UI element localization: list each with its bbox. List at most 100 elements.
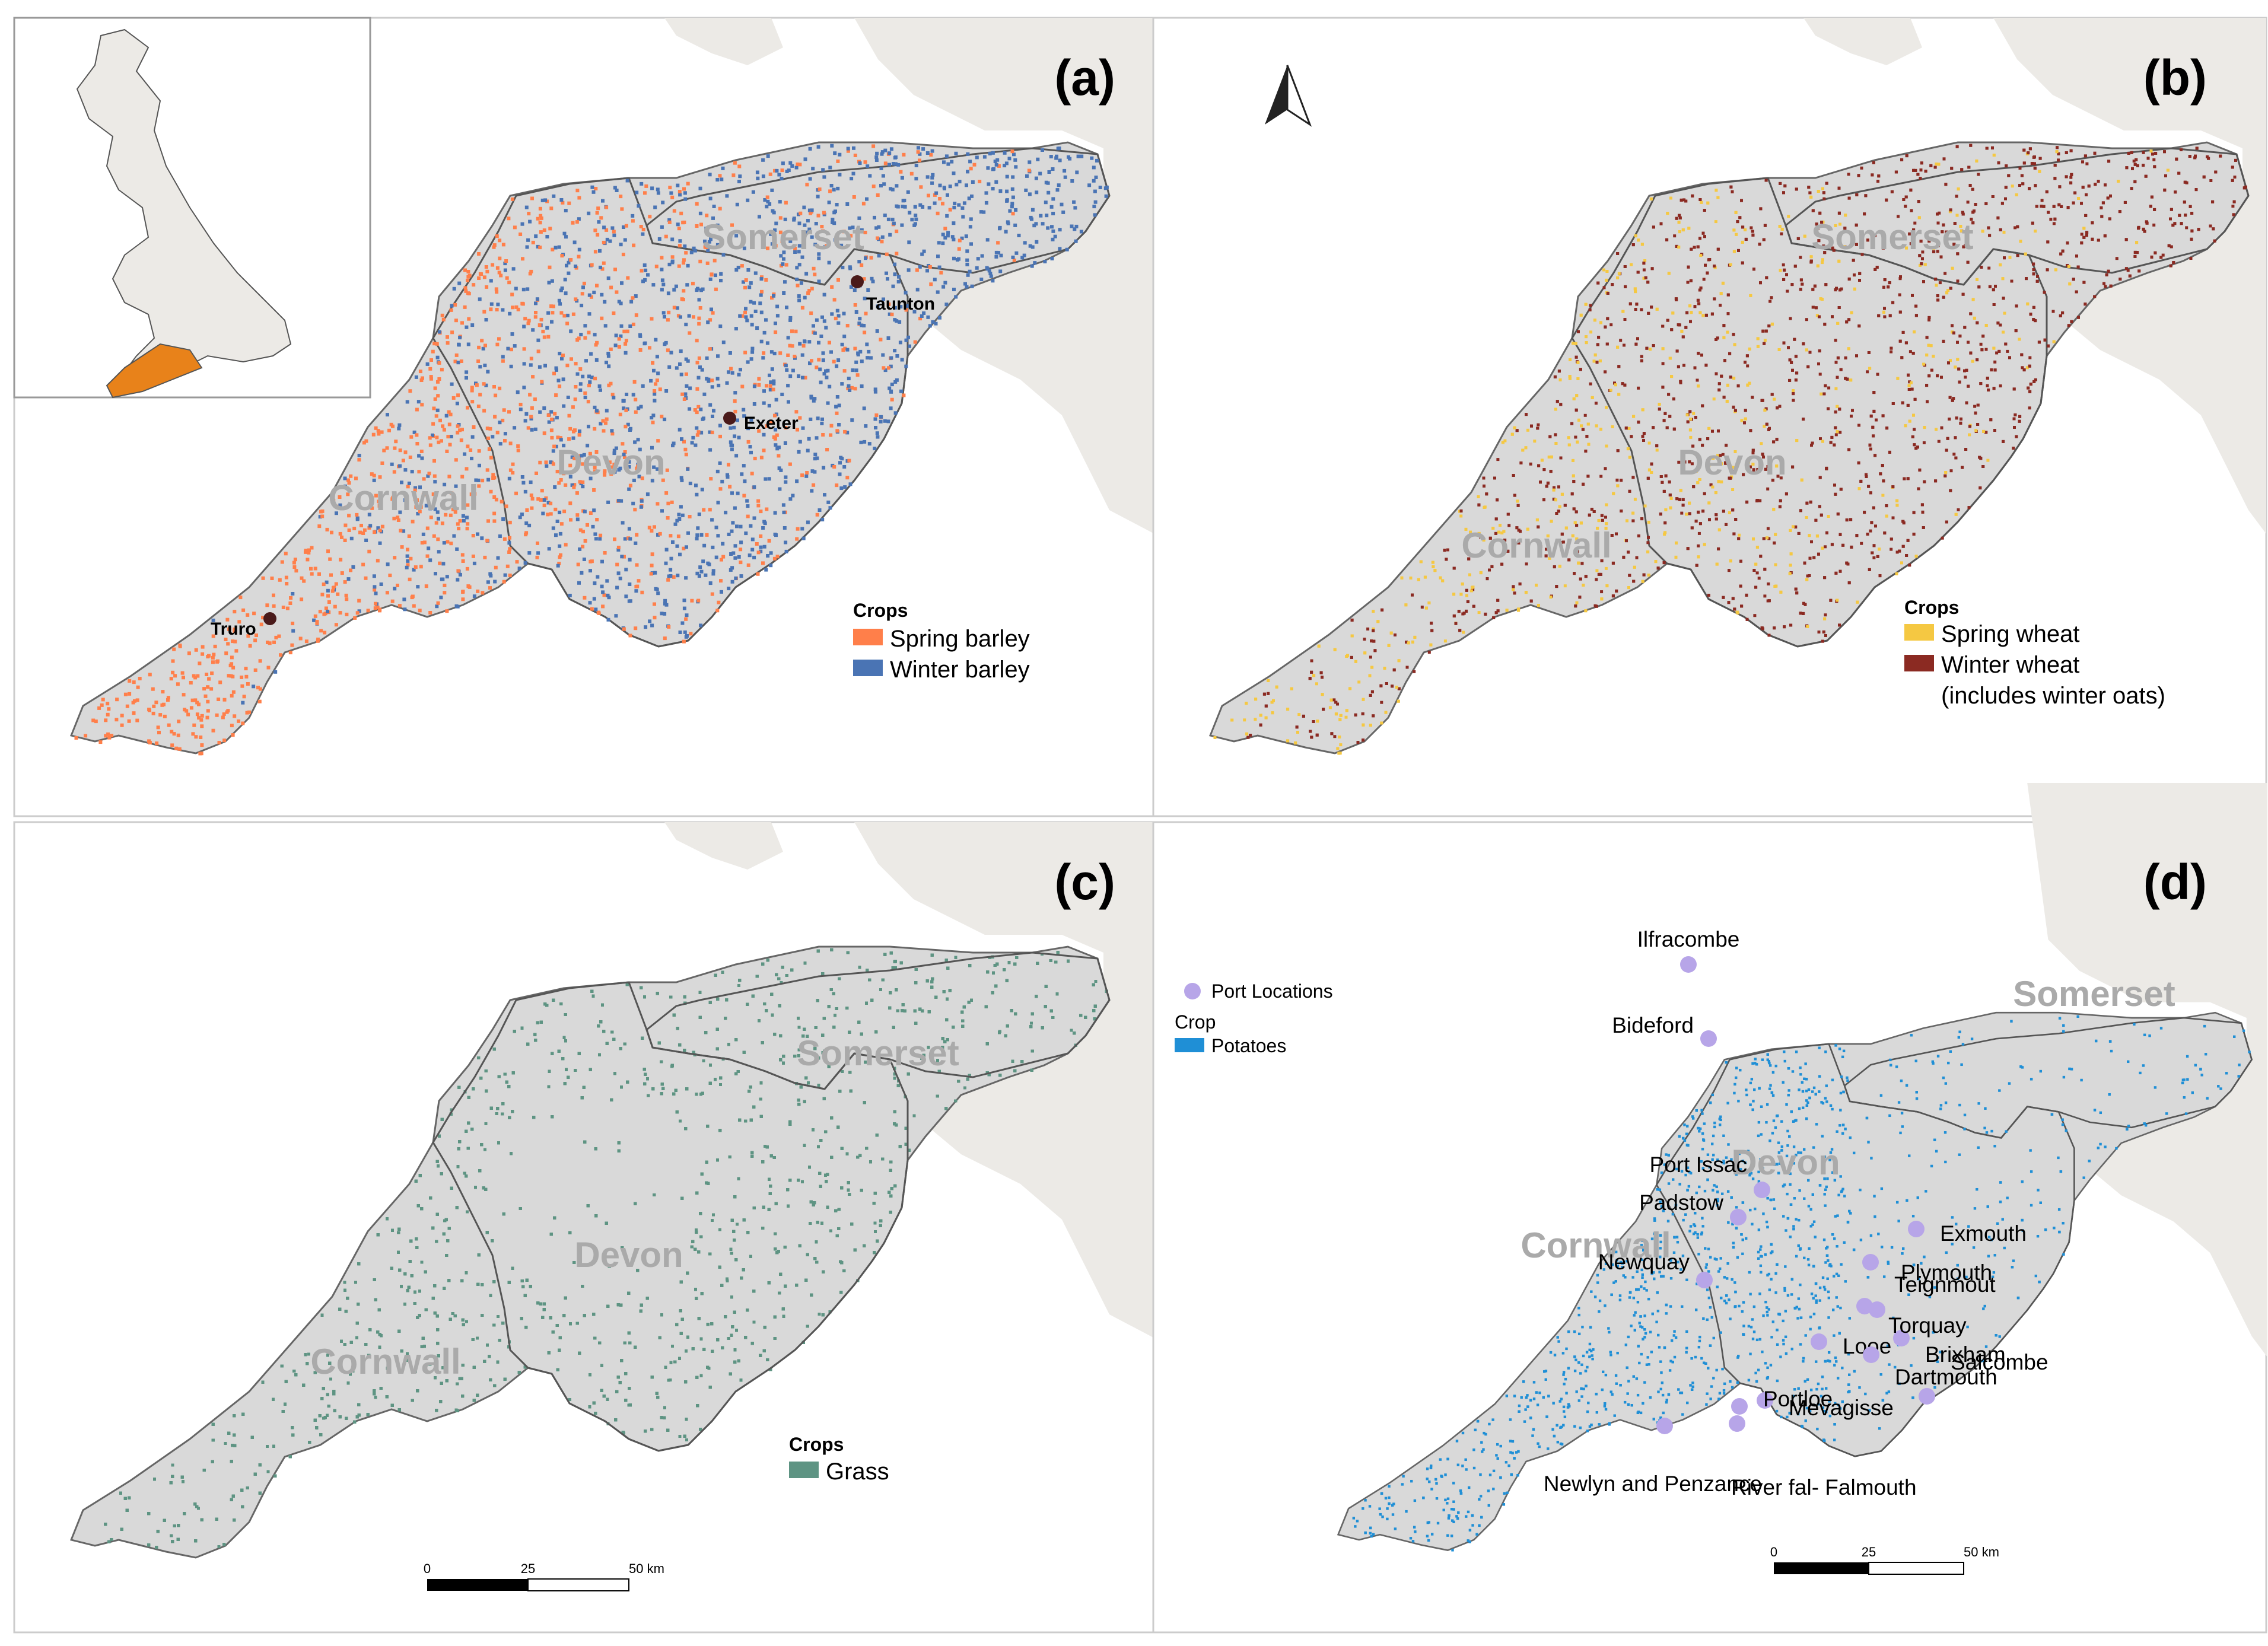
crop-parcel (679, 211, 683, 215)
crop-parcel (1733, 450, 1737, 453)
crop-parcel (653, 525, 656, 529)
crop-parcel (812, 324, 815, 328)
crop-parcel (502, 537, 507, 541)
crop-parcel (405, 565, 409, 569)
crop-parcel (788, 343, 792, 348)
crop-parcel (374, 426, 378, 430)
crop-parcel (1951, 330, 1954, 334)
crop-parcel (680, 513, 685, 517)
crop-parcel (871, 144, 876, 148)
crop-parcel (441, 424, 445, 428)
crop-parcel (883, 161, 888, 165)
crop-parcel (793, 355, 797, 358)
crop-parcel (886, 419, 890, 424)
crop-parcel (349, 474, 353, 478)
crop-parcel (578, 528, 583, 532)
crop-parcel (628, 599, 632, 603)
crop-parcel (628, 483, 632, 488)
crop-parcel (731, 521, 735, 525)
crop-parcel (572, 240, 577, 244)
crop-parcel (2043, 291, 2046, 294)
crop-parcel (246, 634, 250, 638)
crop-parcel (527, 319, 531, 323)
crop-parcel (743, 310, 747, 314)
crop-parcel (852, 195, 856, 199)
crop-parcel (885, 252, 889, 256)
crop-parcel (1819, 297, 1822, 301)
crop-parcel (519, 407, 523, 412)
crop-parcel (390, 599, 395, 603)
crop-parcel (958, 238, 962, 243)
crop-parcel (1943, 272, 1947, 275)
crop-parcel (526, 287, 530, 291)
crop-parcel (1823, 323, 1827, 326)
crop-parcel (1873, 454, 1877, 457)
crop-parcel (830, 312, 834, 316)
crop-parcel (810, 469, 815, 473)
crop-parcel (347, 528, 351, 532)
crop-parcel (433, 507, 437, 511)
crop-parcel (879, 338, 883, 342)
crop-parcel (440, 577, 444, 581)
crop-parcel (1631, 519, 1635, 523)
crop-parcel (617, 345, 621, 349)
crop-parcel (467, 317, 471, 321)
crop-parcel (893, 349, 897, 353)
crop-parcel (853, 346, 857, 351)
crop-parcel (438, 330, 441, 334)
crop-parcel (817, 279, 821, 284)
crop-parcel (166, 698, 170, 702)
crop-parcel (227, 627, 231, 631)
crop-parcel (618, 577, 622, 581)
crop-parcel (755, 326, 759, 330)
crop-parcel (797, 263, 801, 267)
crop-parcel (801, 426, 805, 430)
crop-parcel (695, 426, 699, 430)
crop-parcel (726, 475, 730, 479)
crop-parcel (343, 539, 347, 542)
crop-parcel (478, 365, 482, 369)
crop-parcel (357, 498, 361, 502)
crop-parcel (710, 378, 714, 383)
crop-parcel (1677, 365, 1680, 368)
crop-parcel (938, 197, 942, 200)
crop-parcel (650, 623, 654, 628)
crop-parcel (678, 362, 682, 366)
crop-parcel (428, 367, 432, 371)
crop-parcel (769, 563, 773, 568)
crop-parcel (939, 270, 943, 275)
crop-parcel (1697, 544, 1700, 547)
crop-parcel (650, 552, 654, 556)
crop-parcel (945, 214, 949, 218)
crop-parcel (697, 574, 701, 578)
crop-parcel (476, 478, 481, 482)
crop-parcel (522, 386, 526, 390)
crop-parcel (656, 187, 660, 192)
crop-parcel (511, 267, 516, 271)
crop-parcel (1701, 231, 1705, 235)
crop-parcel (1981, 465, 1985, 468)
crop-parcel (621, 521, 625, 525)
crop-parcel (759, 545, 763, 549)
crop-parcel (863, 231, 867, 234)
crop-parcel (1717, 382, 1721, 386)
crop-parcel (1496, 598, 1500, 602)
crop-parcel (151, 687, 155, 691)
crop-parcel (632, 380, 637, 384)
crop-parcel (436, 537, 440, 542)
crop-parcel (1917, 216, 1921, 219)
crop-parcel (757, 383, 761, 387)
crop-parcel (943, 281, 947, 285)
crop-parcel (2029, 313, 2032, 316)
crop-parcel (580, 571, 584, 575)
crop-parcel (762, 545, 766, 549)
crop-parcel (478, 393, 482, 397)
crop-parcel (829, 433, 833, 437)
crop-parcel (1755, 571, 1759, 575)
crop-parcel (883, 419, 887, 423)
crop-parcel (699, 569, 704, 574)
crop-parcel (1913, 443, 1916, 447)
crop-parcel (334, 582, 338, 586)
crop-parcel (326, 588, 330, 593)
crop-parcel (762, 389, 766, 393)
